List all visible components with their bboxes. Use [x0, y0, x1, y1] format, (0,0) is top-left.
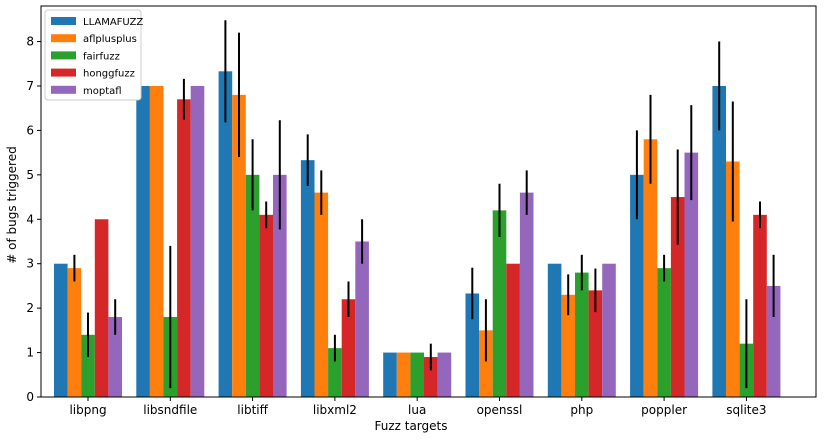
y-tick-label-8: 8: [26, 35, 34, 49]
legend-label-fairfuzz: fairfuzz: [83, 51, 120, 62]
y-tick-label-2: 2: [26, 301, 34, 315]
bar-libsndfile-aflplusplus: [149, 85, 164, 398]
bar-sqlite3-LLAMAFUZZ: [712, 85, 726, 398]
bar-libpng-fairfuzz: [81, 334, 95, 397]
legend-label-aflplusplus: aflplusplus: [83, 34, 137, 45]
bar-openssl-moptafl: [519, 192, 534, 397]
x-tick-label-openssl: openssl: [477, 403, 523, 417]
bar-lua-LLAMAFUZZ: [383, 352, 397, 397]
legend-label-moptafl: moptafl: [83, 86, 122, 97]
bar-poppler-honggfuzz: [670, 197, 685, 397]
bar-libtiff-honggfuzz: [259, 214, 273, 397]
y-tick-label-7: 7: [26, 79, 34, 93]
bar-lua-moptafl: [437, 352, 452, 397]
bar-libsndfile-moptafl: [190, 85, 205, 398]
x-tick-label-lua: lua: [408, 403, 426, 417]
bar-php-aflplusplus: [561, 294, 575, 397]
bar-openssl-honggfuzz: [506, 263, 520, 397]
legend-swatch-aflplusplus: [51, 34, 76, 43]
bar-lua-aflplusplus: [396, 352, 411, 397]
x-tick-label-libsndfile: libsndfile: [143, 403, 197, 417]
y-axis-label: # of bugs triggered: [5, 146, 19, 263]
bar-libxml2-moptafl: [355, 241, 369, 397]
bar-libxml2-LLAMAFUZZ: [300, 160, 315, 397]
bar-sqlite3-moptafl: [766, 285, 781, 397]
bar-lua-honggfuzz: [424, 357, 438, 397]
legend-label-honggfuzz: honggfuzz: [83, 69, 135, 80]
bar-libtiff-aflplusplus: [232, 94, 246, 397]
bar-openssl-fairfuzz: [492, 210, 507, 397]
bar-libxml2-honggfuzz: [341, 299, 356, 397]
bar-libtiff-fairfuzz: [245, 174, 260, 397]
bar-libxml2-fairfuzz: [328, 348, 342, 397]
y-tick-label-4: 4: [26, 212, 34, 226]
bar-libtiff-LLAMAFUZZ: [218, 71, 233, 398]
bar-php-honggfuzz: [588, 290, 603, 397]
legend-swatch-moptafl: [51, 85, 76, 94]
bar-libpng-honggfuzz: [94, 219, 109, 397]
bar-libxml2-aflplusplus: [314, 192, 329, 397]
y-tick-label-5: 5: [26, 168, 34, 182]
legend-swatch-honggfuzz: [51, 68, 76, 77]
bar-php-moptafl: [602, 263, 616, 397]
x-tick-label-libpng: libpng: [69, 403, 106, 417]
bar-php-fairfuzz: [575, 272, 589, 397]
x-tick-label-php: php: [570, 403, 593, 417]
x-tick-label-libxml2: libxml2: [313, 403, 357, 417]
bar-libpng-LLAMAFUZZ: [54, 263, 68, 397]
legend-box: [44, 9, 142, 101]
bar-libpng-aflplusplus: [67, 268, 82, 397]
axes-layer: libpng libsndfile libtiff libxml2 lua openssl…: [26, 5, 817, 417]
bar-poppler-LLAMAFUZZ: [630, 174, 644, 397]
bar-sqlite3-aflplusplus: [726, 161, 740, 397]
bar-poppler-aflplusplus: [643, 139, 658, 397]
bar-lua-fairfuzz: [410, 352, 424, 397]
bar-sqlite3-honggfuzz: [753, 214, 767, 397]
bar-libsndfile-LLAMAFUZZ: [136, 85, 150, 398]
y-tick-label-3: 3: [26, 257, 34, 271]
x-tick-label-libtiff: libtiff: [237, 403, 268, 417]
legend-swatch-fairfuzz: [51, 51, 76, 60]
bars-layer: [54, 71, 781, 398]
bar-libpng-moptafl: [108, 317, 122, 397]
y-tick-label-6: 6: [26, 123, 34, 137]
legend-label-LLAMAFUZZ: LLAMAFUZZ: [83, 17, 143, 28]
x-axis-label: Fuzz targets: [374, 419, 447, 433]
bar-openssl-LLAMAFUZZ: [465, 293, 480, 397]
bar-libtiff-moptafl: [273, 174, 287, 397]
legend-swatch-LLAMAFUZZ: [51, 17, 76, 25]
error-bars-layer: [73, 20, 775, 389]
y-tick-label-1: 1: [26, 346, 34, 360]
x-tick-label-poppler: poppler: [641, 403, 687, 417]
bar-php-LLAMAFUZZ: [547, 263, 562, 397]
legend: LLAMAFUZZ aflplusplus fairfuzz honggfuzz mop…: [44, 9, 143, 101]
bar-openssl-aflplusplus: [479, 330, 493, 397]
bar-poppler-fairfuzz: [657, 268, 671, 397]
bar-poppler-moptafl: [684, 152, 699, 397]
bar-libsndfile-honggfuzz: [177, 99, 191, 397]
y-tick-label-0: 0: [26, 390, 34, 404]
plot-frame: [40, 5, 817, 398]
x-tick-label-sqlite3: sqlite3: [726, 403, 766, 417]
